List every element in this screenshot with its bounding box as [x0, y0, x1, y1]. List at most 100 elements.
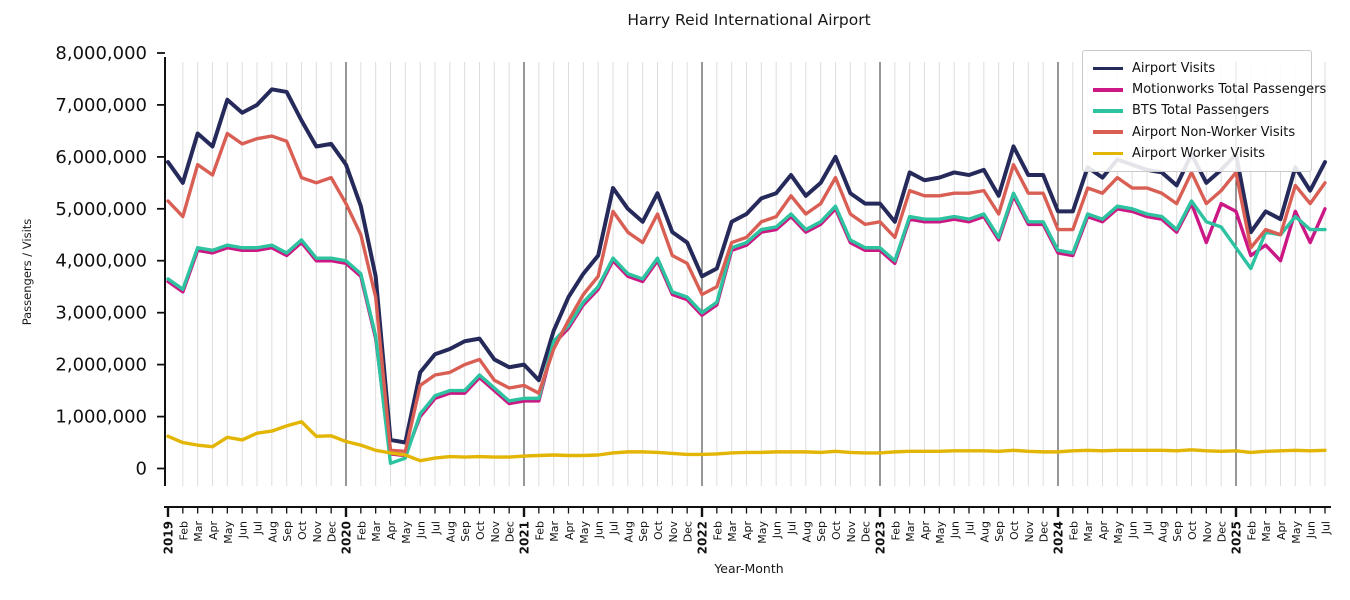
x-tick-label: Mar [370, 521, 383, 542]
x-tick-label: Sep [281, 521, 294, 542]
x-tick-label: Feb [1245, 521, 1258, 540]
legend-swatch [1093, 151, 1123, 156]
x-tick-label: Oct [830, 520, 843, 540]
legend-swatch [1093, 109, 1123, 113]
x-tick-label: Aug [800, 521, 813, 542]
x-tick-label: Aug [622, 521, 635, 542]
x-tick-label: 2025 [1230, 521, 1244, 554]
x-tick-label: May [400, 521, 413, 544]
x-tick-label: Nov [845, 521, 858, 543]
x-tick-label: Sep [993, 521, 1006, 542]
x-tick-label: Mar [192, 521, 205, 542]
x-tick-label: Nov [667, 521, 680, 543]
y-tick-label: 6,000,000 [55, 147, 147, 168]
y-axis: 0 1,000,000 2,000,000 3,000,000 4,000,000 5,0… [55, 43, 166, 486]
x-tick-label: Aug [1156, 521, 1169, 542]
x-tick-label: Mar [1082, 521, 1095, 542]
y-tick-label: 8,000,000 [55, 43, 147, 64]
x-tick-label: Jul [608, 521, 621, 535]
x-tick-label: Sep [815, 521, 828, 542]
x-tick-label: Feb [533, 521, 546, 540]
legend-item-motionworks-total-passengers: Motionworks Total Passengers [1093, 82, 1326, 97]
legend-swatch [1093, 130, 1123, 134]
x-tick-label: Nov [311, 521, 324, 543]
x-axis: 2019 Feb Mar Apr May Jun Jul Aug Sep Oct Nov Dec 202… [162, 506, 1333, 554]
x-tick-label: Jul [786, 521, 799, 535]
x-tick-label: Jul [964, 521, 977, 535]
x-tick-label: Jun [949, 521, 962, 539]
x-tick-label: May [1112, 521, 1125, 544]
x-tick-label: Jul [252, 521, 265, 535]
x-tick-label: Dec [860, 521, 873, 542]
x-tick-label: 2023 [874, 521, 888, 554]
y-tick-label: 1,000,000 [55, 407, 147, 428]
x-tick-label: Feb [711, 521, 724, 540]
x-tick-label: Feb [1067, 521, 1080, 540]
y-tick-label: 0 [136, 459, 147, 480]
x-tick-label: Apr [385, 521, 398, 541]
series-line-airport-worker-visits [166, 420, 1327, 463]
x-tick-label: Jun [1305, 521, 1318, 539]
x-tick-label: Jul [1320, 521, 1333, 535]
x-tick-label: 2020 [340, 521, 354, 554]
y-tick-label: 3,000,000 [55, 303, 147, 324]
x-tick-label: Sep [1171, 521, 1184, 542]
legend-label: BTS Total Passengers [1132, 103, 1270, 119]
x-tick-label: Dec [326, 521, 339, 542]
x-tick-label: Jun [415, 521, 428, 539]
x-tick-label: Dec [504, 521, 517, 542]
x-tick-label: May [222, 521, 235, 544]
x-tick-label: Aug [266, 521, 279, 542]
x-tick-label: Sep [459, 521, 472, 542]
x-tick-label: Jul [430, 521, 443, 535]
legend-label: Motionworks Total Passengers [1132, 82, 1327, 98]
x-tick-label: Oct [474, 520, 487, 540]
x-tick-label: Nov [489, 521, 502, 543]
legend-item-airport-worker-visits: Airport Worker Visits [1093, 146, 1301, 161]
legend: Airport Visits Motionworks Total Passenge… [1082, 50, 1326, 172]
x-tick-label: 2022 [696, 521, 710, 554]
x-tick-label: Feb [889, 521, 902, 540]
x-tick-label: Jun [593, 521, 606, 539]
chart-title: Harry Reid International Airport [627, 11, 871, 29]
gridlines [182, 62, 1326, 486]
x-tick-label: Apr [207, 521, 220, 541]
x-tick-label: Mar [726, 521, 739, 542]
x-tick-label: Sep [637, 521, 650, 542]
series-line-bts-total-passengers [166, 191, 1327, 466]
x-tick-label: May [756, 521, 769, 544]
y-tick-label: 2,000,000 [55, 355, 147, 376]
x-tick-label: 2024 [1052, 521, 1066, 554]
x-tick-label: 2019 [162, 521, 176, 554]
x-tick-label: Apr [563, 521, 576, 541]
x-tick-label: Jun [237, 521, 250, 539]
legend-label: Airport Non-Worker Visits [1132, 124, 1296, 140]
x-tick-label: Nov [1201, 521, 1214, 543]
x-tick-label: Oct [296, 520, 309, 540]
legend-item-bts-total-passengers: BTS Total Passengers [1093, 103, 1301, 118]
x-tick-label: May [578, 521, 591, 544]
x-tick-label: Oct [1186, 520, 1199, 540]
x-tick-label: Jul [1142, 521, 1155, 535]
x-axis-title: Year-Month [714, 561, 784, 576]
x-tick-label: Apr [741, 521, 754, 541]
x-tick-label: Aug [978, 521, 991, 542]
legend-item-airport-visits: Airport Visits [1093, 61, 1301, 76]
y-tick-label: 4,000,000 [55, 251, 147, 272]
x-tick-label: 2021 [518, 521, 532, 554]
x-tick-label: Jun [771, 521, 784, 539]
x-tick-label: Dec [1216, 521, 1229, 542]
x-tick-label: Aug [444, 521, 457, 542]
x-tick-label: Jun [1127, 521, 1140, 539]
y-tick-label: 5,000,000 [55, 199, 147, 220]
x-tick-label: Mar [548, 521, 561, 542]
x-tick-label: Mar [1260, 521, 1273, 542]
x-tick-label: May [1290, 521, 1303, 544]
x-tick-label: Dec [682, 521, 695, 542]
x-tick-label: Apr [919, 521, 932, 541]
x-tick-label: Dec [1038, 521, 1051, 542]
legend-swatch [1093, 66, 1123, 71]
x-tick-label: Feb [177, 521, 190, 540]
